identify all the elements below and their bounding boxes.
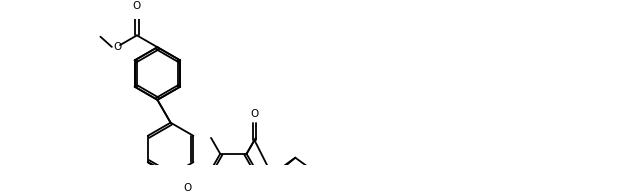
Text: O: O (250, 109, 259, 119)
Text: O: O (132, 1, 141, 11)
Text: O: O (183, 183, 192, 193)
Text: O: O (113, 42, 122, 52)
